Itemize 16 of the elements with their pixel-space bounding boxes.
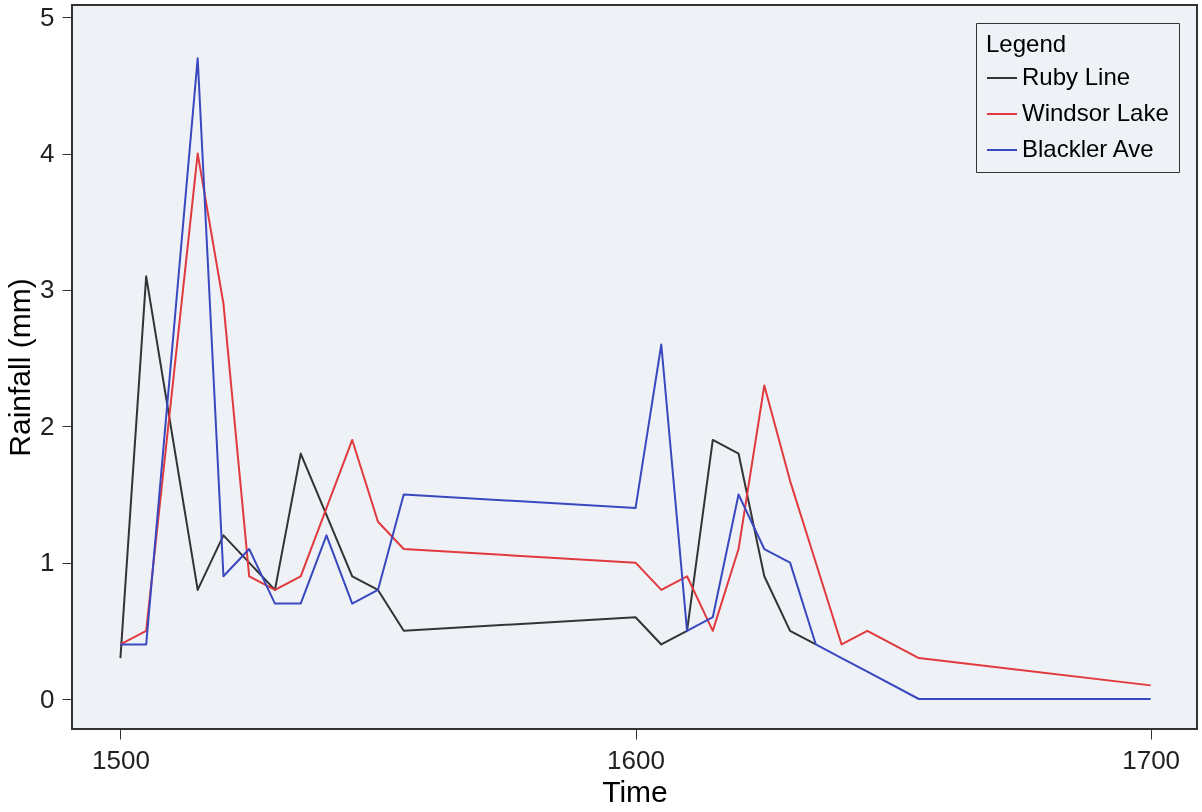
legend-title: Legend bbox=[986, 30, 1067, 57]
legend-label: Windsor Lake bbox=[1022, 99, 1169, 126]
legend-label: Blackler Ave bbox=[1022, 135, 1154, 162]
x-tick-label: 1700 bbox=[1122, 744, 1181, 775]
y-tick-label: 0 bbox=[40, 683, 55, 714]
y-tick-label: 2 bbox=[40, 410, 55, 441]
x-tick-label: 1500 bbox=[92, 744, 150, 775]
y-tick-label: 4 bbox=[40, 138, 55, 169]
x-tick-label: 1600 bbox=[607, 744, 665, 775]
y-tick-label: 1 bbox=[40, 547, 55, 578]
line-series bbox=[119, 275, 817, 660]
y-tick-label: 5 bbox=[40, 1, 55, 32]
x-axis-title: Time bbox=[602, 774, 668, 808]
legend-label: Ruby Line bbox=[1022, 63, 1131, 90]
y-tick-label: 3 bbox=[40, 274, 55, 305]
y-axis-title: Rainfall (mm) bbox=[3, 278, 37, 457]
